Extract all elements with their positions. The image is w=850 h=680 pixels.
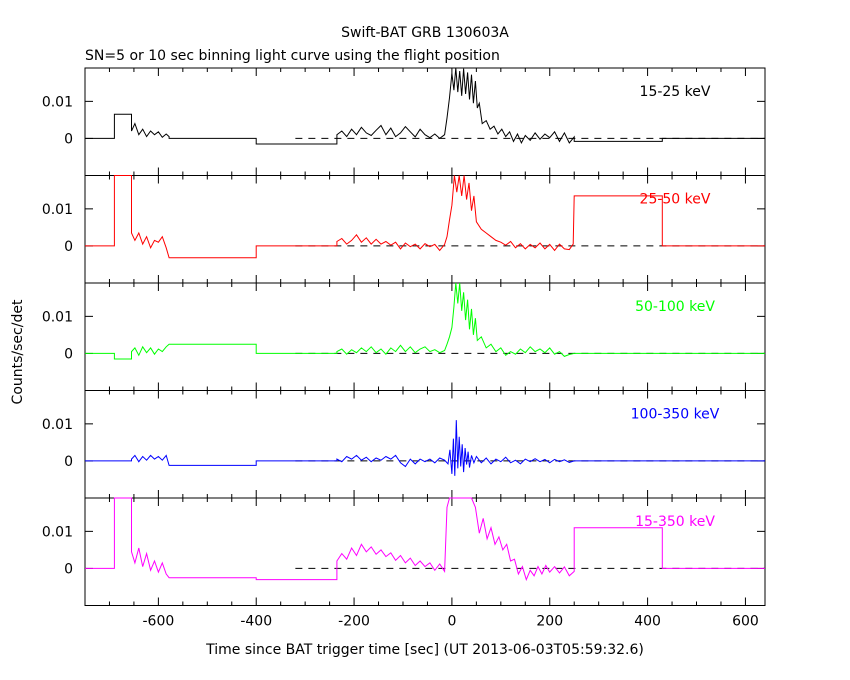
x-tick-label: -600 bbox=[142, 614, 174, 630]
series-line-15-25-kev bbox=[85, 67, 765, 145]
panel-50-100-kev: 0.01 0 50-100 keV bbox=[42, 282, 766, 391]
series-label-15-25-kev: 15-25 keV bbox=[640, 84, 711, 100]
y-tick-label: 0.01 bbox=[42, 417, 73, 433]
series-line-50-100-kev bbox=[85, 282, 765, 360]
y-axis-label: Counts/sec/det bbox=[10, 299, 26, 404]
panel-15-25-kev: 0.01 0 15-25 keV bbox=[42, 67, 766, 176]
series-line-100-350-kev bbox=[85, 420, 765, 476]
x-axis-label: Time since BAT trigger time [sec] (UT 20… bbox=[205, 642, 644, 658]
panel-15-350-kev: 0.01 0 15-350 keV bbox=[42, 497, 766, 606]
chart-title: Swift-BAT GRB 130603A bbox=[341, 25, 509, 41]
panel-frame bbox=[84, 497, 766, 606]
y-tick-label: 0 bbox=[64, 131, 73, 147]
panel-25-50-kev: 0.01 0 25-50 keV bbox=[42, 175, 766, 284]
series-label-25-50-kev: 25-50 keV bbox=[640, 192, 711, 208]
series-label-50-100-kev: 50-100 keV bbox=[635, 299, 715, 315]
y-tick-label: 0 bbox=[64, 239, 73, 255]
series-label-100-350-kev: 100-350 keV bbox=[631, 407, 720, 423]
x-tick-label: -200 bbox=[338, 614, 370, 630]
y-tick-label: 0.01 bbox=[42, 202, 73, 218]
series-label-15-350-kev: 15-350 keV bbox=[635, 514, 715, 530]
x-tick-label: 200 bbox=[536, 614, 563, 630]
y-tick-label: 0 bbox=[64, 454, 73, 470]
series-line-25-50-kev bbox=[85, 175, 765, 259]
y-tick-label: 0 bbox=[64, 346, 73, 362]
y-tick-label: 0.01 bbox=[42, 309, 73, 325]
chart-subtitle: SN=5 or 10 sec binning light curve using… bbox=[85, 48, 500, 64]
panel-100-350-kev: 0.01 0 100-350 keV bbox=[42, 390, 766, 499]
series-line-15-350-kev bbox=[85, 497, 765, 582]
x-tick-label: 600 bbox=[732, 614, 759, 630]
y-tick-label: 0 bbox=[64, 561, 73, 577]
x-tick-label: 400 bbox=[634, 614, 661, 630]
x-tick-label: 0 bbox=[447, 614, 456, 630]
panels-group: 0.01 0 15-25 keV 0.01 0 25-50 keV 0.01 0 50-100 … bbox=[42, 67, 766, 630]
y-tick-label: 0.01 bbox=[42, 94, 73, 110]
x-tick-label: -400 bbox=[240, 614, 272, 630]
y-tick-label: 0.01 bbox=[42, 524, 73, 540]
